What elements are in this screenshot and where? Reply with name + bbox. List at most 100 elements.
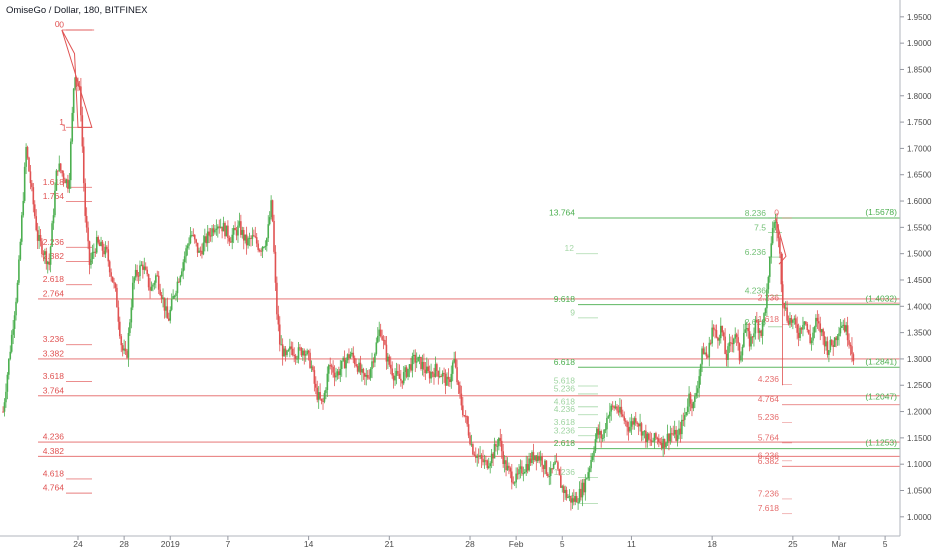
- candle-body: [496, 445, 499, 447]
- candle-body: [794, 318, 797, 325]
- candle-body: [20, 215, 23, 242]
- candle-body: [585, 478, 588, 480]
- candle-body: [771, 227, 774, 244]
- candle-body: [35, 216, 38, 231]
- candle-body: [528, 458, 530, 471]
- candle-body: [405, 367, 408, 377]
- candle-body: [473, 454, 476, 456]
- candle-body: [670, 433, 673, 435]
- candle-body: [779, 238, 781, 254]
- candle-body: [773, 222, 775, 228]
- candle-body: [338, 371, 340, 376]
- candle-body: [842, 324, 845, 326]
- candle-body: [352, 352, 355, 358]
- pivot-second-label: 1: [62, 122, 67, 132]
- candle-body: [201, 250, 203, 255]
- candle-body: [738, 343, 741, 361]
- candle-body: [85, 215, 88, 228]
- candle-body: [111, 276, 114, 283]
- candle-body: [209, 235, 212, 237]
- y-tick-label: 1.6000: [907, 197, 932, 206]
- candle-body: [22, 200, 25, 216]
- candle-body: [228, 237, 231, 242]
- candle-body: [658, 438, 660, 443]
- candle-body: [632, 421, 634, 425]
- candle-body: [495, 444, 497, 447]
- candle-body: [237, 225, 239, 236]
- time-axis[interactable]: 24 28 2019 7 14 21 28 Feb 5 11 18 25 Mar 5: [0, 535, 900, 549]
- fib-left-label: 2.382: [43, 251, 65, 261]
- candle-body: [591, 455, 594, 461]
- candle-body: [809, 333, 811, 344]
- candle-body: [25, 147, 27, 167]
- y-tick-label: 1.2000: [907, 408, 932, 417]
- candle-body: [597, 428, 600, 435]
- candle-body: [741, 346, 744, 356]
- candle-body: [101, 241, 104, 251]
- candle-body: [322, 400, 324, 402]
- price-axis[interactable]: 1.9500 1.9000 1.8500 1.8000 1.7500 1.7000 1.65…: [899, 0, 932, 536]
- candle-body: [411, 356, 414, 371]
- candle-body: [137, 275, 140, 277]
- candle-body: [49, 246, 52, 265]
- candle-body: [224, 222, 226, 237]
- candle-body: [212, 228, 215, 233]
- candle-body: [51, 223, 53, 247]
- candle-body: [384, 340, 386, 345]
- candle-body: [634, 418, 637, 423]
- x-tick-label: 28: [119, 539, 129, 549]
- candle-body: [783, 303, 786, 309]
- candle-body: [12, 328, 14, 335]
- candle-body: [84, 183, 87, 216]
- x-tick-label: 11: [627, 539, 636, 549]
- candle-body: [841, 325, 843, 328]
- candle-body: [6, 374, 9, 392]
- candle-body: [512, 482, 515, 484]
- candle-body: [345, 360, 347, 369]
- fib-right-green-label: 8.236: [745, 208, 767, 218]
- candle-body: [786, 307, 788, 321]
- candle-body: [121, 345, 124, 351]
- candle-body: [82, 146, 85, 184]
- candle-body: [816, 317, 819, 322]
- candle-body: [743, 332, 745, 347]
- candle-body: [309, 352, 311, 368]
- candle-body: [421, 361, 424, 369]
- candle-body: [666, 433, 669, 443]
- candle-body: [764, 308, 767, 314]
- candle-body: [447, 376, 450, 380]
- candle-body: [719, 325, 722, 339]
- candle-body: [500, 440, 503, 452]
- candle-body: [104, 246, 107, 255]
- candle-body: [300, 348, 303, 356]
- candle-body: [255, 237, 258, 244]
- fib-green-label: 4.236: [554, 404, 576, 414]
- candle-body: [614, 406, 617, 409]
- candle-body: [554, 461, 556, 464]
- candle-body: [610, 405, 613, 412]
- candle-body: [313, 370, 316, 384]
- candle-body: [189, 235, 192, 244]
- candle-body: [561, 486, 564, 488]
- candle-body: [320, 398, 323, 401]
- candle-body: [443, 372, 445, 374]
- candle-body: [44, 251, 46, 255]
- candle-body: [724, 336, 726, 354]
- candle-body: [326, 373, 329, 390]
- candle-body: [235, 230, 238, 236]
- candle-body: [388, 356, 391, 365]
- candle-body: [562, 486, 565, 494]
- fib-left-label: 4.764: [43, 483, 65, 493]
- candle-body: [143, 266, 146, 270]
- candle-body: [539, 456, 542, 461]
- candle-body: [289, 346, 291, 350]
- candle-body: [57, 170, 59, 172]
- candle-body: [754, 319, 757, 334]
- candle-body: [368, 377, 370, 379]
- candle-body: [315, 383, 317, 388]
- candle-body: [836, 336, 839, 341]
- candle-body: [549, 468, 552, 476]
- candle-body: [162, 297, 164, 300]
- candle-body: [825, 341, 827, 347]
